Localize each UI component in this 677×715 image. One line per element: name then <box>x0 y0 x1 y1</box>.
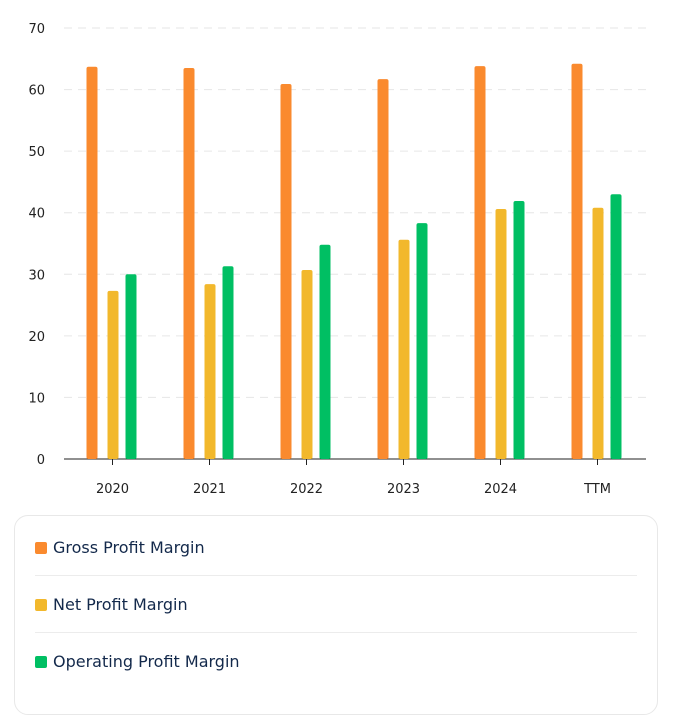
legend: Gross Profit Margin Net Profit Margin Op… <box>14 515 658 715</box>
x-tick-label: 2023 <box>387 482 420 497</box>
legend-swatch <box>35 541 47 554</box>
legend-item-net-profit-margin[interactable]: Net Profit Margin <box>35 575 637 633</box>
bar-operating-profit-margin <box>610 194 622 459</box>
legend-label: Gross Profit Margin <box>53 538 205 557</box>
legend-swatch <box>35 655 47 668</box>
legend-label: Net Profit Margin <box>53 595 188 614</box>
bar-net-profit-margin <box>398 239 410 459</box>
x-tick-label: 2020 <box>96 482 129 497</box>
bar-net-profit-margin <box>204 284 216 459</box>
bar-gross-profit-margin <box>571 63 583 460</box>
y-tick-label: 30 <box>28 268 45 283</box>
bar-net-profit-margin <box>107 290 119 459</box>
bar-operating-profit-margin <box>222 266 234 459</box>
bar-operating-profit-margin <box>319 244 331 459</box>
bar-gross-profit-margin <box>86 66 98 459</box>
bar-operating-profit-margin <box>125 274 137 459</box>
bar-gross-profit-margin <box>474 66 486 459</box>
y-tick-label: 0 <box>37 453 45 468</box>
legend-item-operating-profit-margin[interactable]: Operating Profit Margin <box>35 632 637 690</box>
y-tick-label: 20 <box>28 330 45 345</box>
legend-label: Operating Profit Margin <box>53 652 240 671</box>
bar-net-profit-margin <box>495 209 507 459</box>
y-tick-label: 60 <box>28 84 45 99</box>
x-tick-label: 2024 <box>484 482 517 497</box>
bar-gross-profit-margin <box>377 79 389 460</box>
legend-swatch <box>35 598 47 611</box>
bar-chart: 0 10 20 30 40 50 60 70 2020 2021 2022 2023 2024 TTM <box>28 22 646 497</box>
bar-gross-profit-margin <box>280 84 292 459</box>
y-tick-label: 70 <box>28 22 45 37</box>
x-tick-label: TTM <box>583 482 611 497</box>
bar-net-profit-margin <box>592 207 604 459</box>
bar-net-profit-margin <box>301 269 313 459</box>
y-tick-label: 50 <box>28 145 45 160</box>
x-tick-label: 2021 <box>193 482 226 497</box>
y-tick-label: 10 <box>28 391 45 406</box>
x-tick-label: 2022 <box>290 482 323 497</box>
bar-gross-profit-margin <box>183 68 195 460</box>
bar-operating-profit-margin <box>416 223 428 459</box>
bar-operating-profit-margin <box>513 201 525 459</box>
legend-item-gross-profit-margin[interactable]: Gross Profit Margin <box>35 519 637 576</box>
y-tick-label: 40 <box>28 207 45 222</box>
